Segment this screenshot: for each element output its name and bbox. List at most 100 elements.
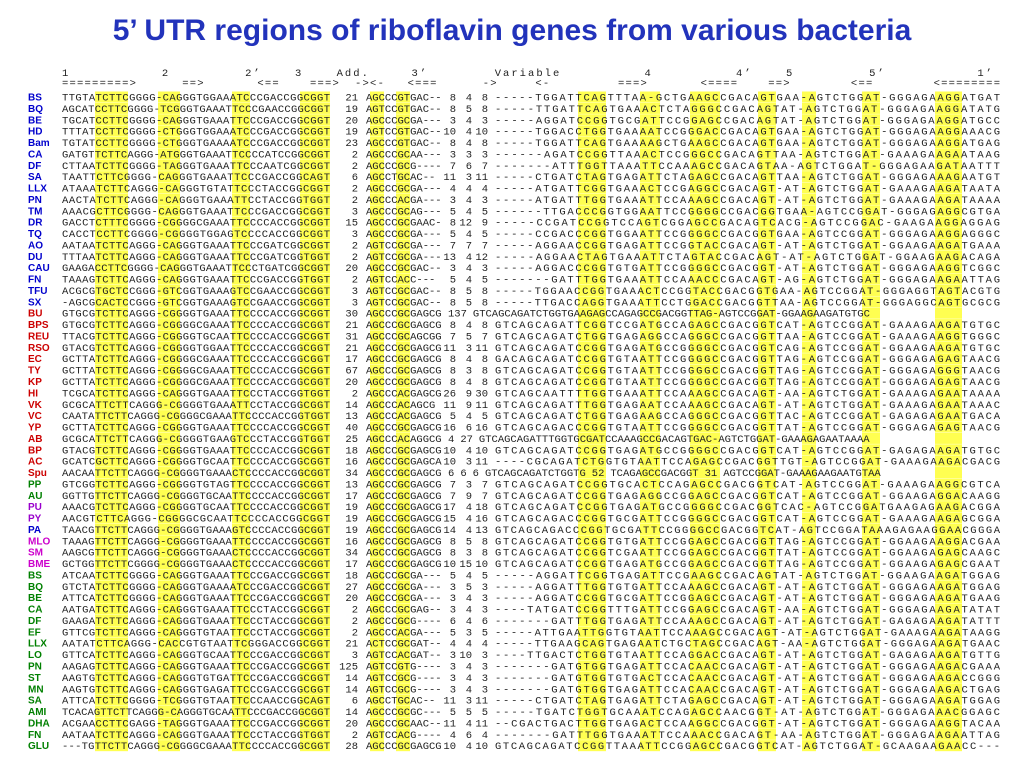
highlight	[95, 273, 128, 285]
highlight	[232, 501, 250, 513]
highlight	[862, 683, 880, 695]
sequence-cell: 8	[482, 377, 488, 389]
highlight	[370, 102, 384, 114]
sequence-cell: 40	[345, 423, 358, 435]
highlight	[758, 614, 776, 626]
sequence-cell: 16	[345, 457, 358, 469]
highlight	[862, 432, 880, 444]
row-name: LLX	[28, 639, 47, 650]
highlight	[862, 535, 880, 547]
highlights	[95, 91, 962, 752]
highlight	[578, 410, 606, 422]
row-sequence: GACCTCTTTCGGGG-CGGGGCGAAATTCCCCACCGGCGGT…	[62, 218, 1000, 230]
highlight	[640, 239, 660, 251]
highlight	[640, 387, 660, 399]
highlight	[300, 444, 330, 456]
highlight	[232, 614, 250, 626]
highlight	[232, 364, 250, 376]
highlight	[802, 353, 816, 365]
sequence-cell: 5	[450, 275, 456, 287]
highlight	[690, 432, 720, 444]
highlight	[396, 614, 410, 626]
highlight	[300, 182, 330, 194]
sequence-cell: AGCCCGCAGCGG	[366, 331, 442, 343]
highlight	[640, 683, 660, 695]
highlight	[232, 592, 250, 604]
highlight	[935, 307, 962, 319]
row-name: BU	[28, 309, 42, 320]
sequence-cell: 10	[475, 445, 488, 457]
sequence-cell: AGCCCACGAGCG	[366, 388, 442, 400]
sequence-cell: 20	[345, 263, 358, 275]
row-name: ST	[28, 673, 41, 684]
highlight	[758, 250, 776, 262]
highlight	[396, 694, 410, 706]
highlight	[802, 467, 816, 479]
sequence-cell: ----TATGATCCGGTTTGATTCCGGAGCCGACAGT-AA-A…	[495, 605, 1000, 617]
highlight	[578, 603, 606, 615]
sequence-cell: 5	[482, 229, 488, 241]
sequence-cell: 5	[466, 286, 472, 298]
highlight	[232, 410, 250, 422]
highlight	[578, 523, 606, 535]
highlight	[758, 228, 776, 240]
row-name: BE	[28, 593, 42, 604]
sequence-cell: 17	[345, 559, 358, 571]
sequence-cell: 4	[466, 263, 472, 275]
sequence-cell: 9	[482, 218, 488, 230]
highlight	[578, 512, 606, 524]
highlight	[300, 250, 330, 262]
highlight	[95, 580, 128, 592]
highlight	[396, 706, 410, 718]
sequence-cell: 11	[475, 718, 488, 730]
highlight	[578, 376, 606, 387]
highlight	[690, 740, 720, 752]
highlight	[862, 307, 880, 319]
sequence-cell: 8	[482, 286, 488, 298]
sequence-cell: CAATATTCTTCAGGG-CGGGGCGAAATTCCCCACCGGTGG…	[62, 411, 330, 423]
highlight	[158, 580, 180, 592]
highlight	[690, 671, 720, 683]
highlight	[690, 114, 720, 126]
highlight	[758, 535, 776, 547]
sequence-cell: -------GATTTGGTGAGATTCCAAAGCCGACAGT-AT-A…	[495, 616, 1000, 628]
highlight	[758, 717, 776, 729]
sequence-cell: TTACGTCTTCAGGG-CGGGGTGCAATTCCCCACCGGCGGT	[62, 331, 330, 343]
row-name: KP	[28, 377, 42, 388]
highlight	[158, 444, 180, 456]
sequence-cell: -----AGGATTCGGTGAGATTCCGAAGCCGACAGTAT-AG…	[495, 570, 1000, 582]
row-name: VK	[28, 400, 43, 411]
sequence-cell: 8	[482, 366, 488, 378]
sequence-cell: GTCAGCAGATCCGGTGCACTCCAGAGCCGACGGTCAT-AG…	[495, 479, 1001, 491]
row-name: LLX	[28, 184, 47, 195]
sequence-cell: TGTATCCTTCGGGG-CTGGGTGAAAATCCCGACCGGCGGT	[62, 138, 330, 150]
highlight	[232, 626, 250, 638]
sequence-cell: -------GATTTGGTGAAATTCCAAACCGACAGT-AA-AG…	[495, 730, 1000, 742]
sequence-cell: -----AGGATCCGGTGCGATTCCGGAGCCGACAGTAT-AG…	[495, 115, 1000, 127]
sequence-cell: 11	[475, 696, 488, 708]
highlight	[862, 626, 880, 638]
sequence-cell: 4	[466, 502, 472, 514]
sequence-cell: -----AGGACCCGGTGTGATTCCGGGGCCGACGGT-AT-A…	[495, 263, 1000, 275]
highlight	[802, 728, 816, 740]
highlight	[935, 114, 962, 126]
sequence-cell: 7	[450, 479, 456, 491]
sequence-cell: 5	[482, 707, 488, 719]
row-name: SA	[28, 696, 42, 707]
highlight	[935, 694, 962, 706]
sequence-cell: -------GATGTGGTGTGACTCCACAACCGACAGT-AT-A…	[495, 673, 1000, 685]
highlight	[95, 307, 128, 319]
highlight	[300, 717, 330, 729]
sequence-cell: 3	[482, 149, 488, 161]
highlight	[232, 489, 250, 501]
sequence-cell: 17	[443, 502, 456, 514]
sequence-cell: 21	[345, 639, 358, 651]
highlight	[370, 717, 384, 729]
highlight	[578, 398, 606, 410]
highlight	[640, 114, 660, 126]
highlight	[578, 125, 606, 137]
sequence-cell: 34	[345, 468, 358, 480]
highlight	[158, 706, 180, 718]
highlight	[640, 319, 660, 331]
sequence-cell: 2	[352, 240, 358, 252]
